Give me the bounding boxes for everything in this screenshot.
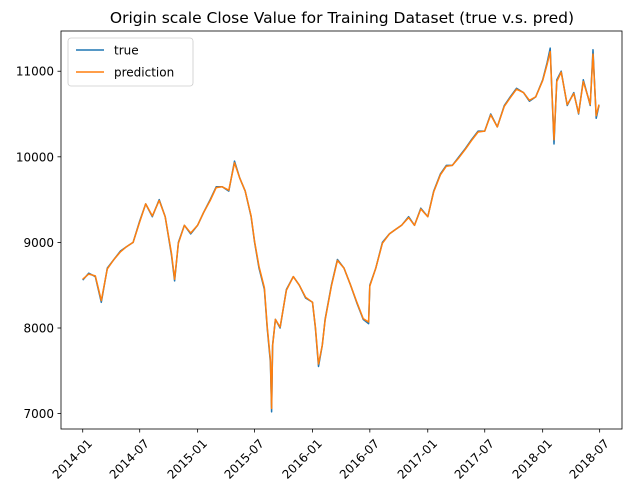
x-tick-label: 2018-07 bbox=[567, 436, 612, 481]
chart-title: Origin scale Close Value for Training Da… bbox=[110, 9, 574, 27]
y-tick-label: 8000 bbox=[23, 322, 54, 336]
y-tick-label: 9000 bbox=[23, 236, 54, 250]
legend-label-true: true bbox=[114, 44, 139, 58]
x-tick-label: 2017-01 bbox=[395, 436, 440, 481]
x-tick-label: 2014-07 bbox=[107, 436, 152, 481]
y-tick-label: 7000 bbox=[23, 407, 54, 421]
plot-frame bbox=[60, 30, 623, 430]
x-tick-label: 2015-01 bbox=[165, 436, 210, 481]
x-tick-label: 2014-01 bbox=[50, 436, 95, 481]
x-tick-label: 2016-01 bbox=[280, 436, 325, 481]
x-tick-label: 2017-07 bbox=[452, 436, 497, 481]
x-axis: 2014-01 2014-07 2015-01 2015-07 2016-01 2016-… bbox=[50, 429, 612, 482]
series-line-true bbox=[82, 47, 600, 413]
y-tick-label: 10000 bbox=[16, 150, 54, 164]
legend-label-prediction: prediction bbox=[114, 66, 174, 80]
legend: true prediction bbox=[67, 37, 194, 87]
x-tick-label: 2015-07 bbox=[222, 436, 267, 481]
x-tick-label: 2016-07 bbox=[337, 436, 382, 481]
y-axis: 7000 8000 9000 10000 11000 bbox=[16, 65, 61, 421]
y-tick-label: 11000 bbox=[16, 65, 54, 79]
series-line-prediction bbox=[82, 50, 600, 410]
series-group bbox=[82, 47, 600, 413]
x-tick-label: 2018-01 bbox=[510, 436, 555, 481]
